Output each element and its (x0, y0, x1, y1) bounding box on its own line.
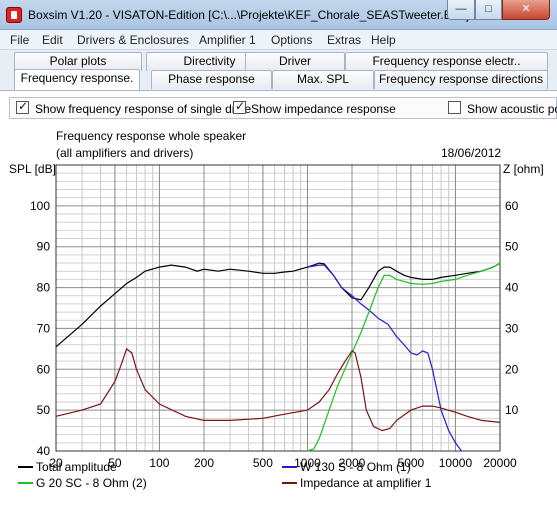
menu-extras[interactable]: Extras (327, 33, 362, 47)
menu-file[interactable]: File (10, 33, 30, 47)
y-tick-label: 70 (37, 321, 51, 335)
tab-driver[interactable]: Driver (245, 52, 345, 71)
x-tick-label: 10000 (439, 456, 473, 470)
series-line (55, 262, 501, 348)
series-line (307, 264, 463, 452)
close-button[interactable]: ✕ (502, 0, 550, 20)
window-title: Boxsim V1.20 - VISATON-Edition [C:\...\P… (28, 8, 470, 22)
maximize-button[interactable]: □ (475, 0, 502, 20)
legend-entry: Total amplitude (36, 460, 117, 474)
tab-phase-response[interactable]: Phase response (151, 70, 272, 89)
app-icon (6, 7, 22, 23)
title-bar: Boxsim V1.20 - VISATON-Edition [C:\...\P… (0, 0, 557, 30)
menu-edit[interactable]: Edit (42, 33, 63, 47)
y2-tick-label: 50 (505, 240, 519, 254)
maximize-icon: □ (485, 3, 492, 15)
tab-strip: Polar plots Directivity Driver Frequency… (0, 50, 557, 90)
y2-tick-label: 40 (505, 281, 519, 295)
tab-frequency-response-electr[interactable]: Frequency response electr.. (345, 52, 548, 71)
y-tick-label: 90 (37, 240, 51, 254)
left-axis-unit: SPL [dB] (9, 162, 56, 176)
options-bar: Show frequency response of single drive … (9, 97, 557, 119)
y2-tick-label: 30 (505, 321, 519, 335)
menu-options[interactable]: Options (271, 33, 313, 47)
legend-entry: Impedance at amplifier 1 (300, 476, 432, 490)
right-axis-unit: Z [ohm] (503, 162, 544, 176)
series-line (307, 262, 501, 452)
tab-frequency-response-directions[interactable]: Frequency response directions (374, 70, 548, 89)
series-line (55, 347, 501, 432)
menu-bar: File Edit Drivers & Enclosures Amplifier… (0, 30, 557, 50)
x-tick-label: 2000 (339, 456, 366, 470)
y-tick-label: 40 (37, 444, 51, 458)
graph-area: Frequency response whole speaker (all amp… (0, 91, 557, 518)
single-drive-checkbox[interactable] (16, 99, 29, 114)
tab-polar-plots[interactable]: Polar plots (14, 52, 142, 71)
x-tick-label: 1000 (294, 456, 321, 470)
y2-tick-label: 20 (505, 362, 519, 376)
minimize-button[interactable]: — (447, 0, 475, 20)
plot-frame (55, 164, 501, 452)
y-tick-label: 80 (37, 281, 51, 295)
minimize-icon: — (455, 3, 467, 15)
single-drive-label: Show frequency response of single drive (35, 102, 252, 116)
tab-frequency-response[interactable]: Frequency response. (14, 69, 140, 90)
graph-date: 18/06/2012 (441, 146, 501, 160)
menu-help[interactable]: Help (371, 33, 396, 47)
menu-amplifier-1[interactable]: Amplifier 1 (199, 33, 256, 47)
x-tick-label: 20000 (483, 456, 517, 470)
y-tick-label: 100 (30, 199, 50, 213)
close-icon: ✕ (521, 3, 531, 15)
tab-max-spl[interactable]: Max. SPL (272, 70, 374, 89)
graph-subtitle: (all amplifiers and drivers) (56, 146, 193, 160)
acoustic-power-checkbox[interactable] (448, 101, 461, 114)
menu-drivers-enclosures[interactable]: Drivers & Enclosures (77, 33, 190, 47)
y-tick-label: 50 (37, 403, 51, 417)
x-tick-label: 5000 (398, 456, 425, 470)
x-tick-label: 100 (149, 456, 169, 470)
legend-entry: W 130 S - 8 Ohm (1) (300, 460, 411, 474)
legend-entry: G 20 SC - 8 Ohm (2) (36, 476, 147, 490)
frequency-response-chart: Frequency response whole speaker (all amp… (9, 129, 544, 490)
y2-tick-label: 60 (505, 199, 519, 213)
tab-directivity[interactable]: Directivity (146, 52, 273, 71)
impedance-checkbox[interactable] (233, 99, 246, 114)
acoustic-power-label: Show acoustic po (467, 102, 557, 116)
content-panel: Frequency response whole speaker (all amp… (0, 90, 557, 518)
impedance-label: Show impedance response (251, 102, 396, 116)
x-tick-label: 200 (194, 456, 214, 470)
x-tick-label: 20 (49, 456, 63, 470)
x-tick-label: 50 (108, 456, 122, 470)
y-tick-label: 60 (37, 362, 51, 376)
x-tick-label: 500 (253, 456, 273, 470)
graph-title: Frequency response whole speaker (56, 129, 246, 143)
y2-tick-label: 10 (505, 403, 519, 417)
